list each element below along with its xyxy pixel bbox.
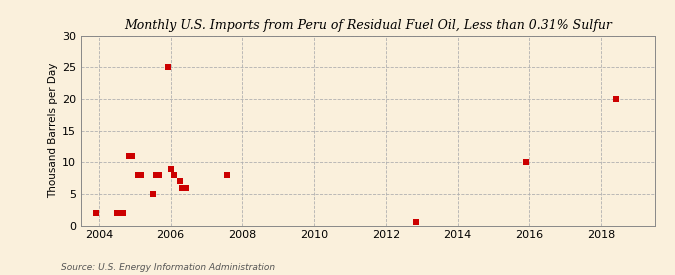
Point [147,192,158,196]
Point [90,211,101,215]
Text: Source: U.S. Energy Information Administration: Source: U.S. Energy Information Administ… [61,263,275,272]
Point [611,97,622,101]
Point [521,160,532,164]
Point [111,211,122,215]
Point [136,173,146,177]
Point [222,173,233,177]
Point [132,173,143,177]
Point [124,154,134,158]
Point [163,65,173,70]
Point [126,154,137,158]
Y-axis label: Thousand Barrels per Day: Thousand Barrels per Day [48,63,58,198]
Point [168,173,179,177]
Point [174,179,185,183]
Point [117,211,128,215]
Point [410,220,421,224]
Point [180,185,191,190]
Point [165,166,176,171]
Point [150,173,161,177]
Point [177,185,188,190]
Title: Monthly U.S. Imports from Peru of Residual Fuel Oil, Less than 0.31% Sulfur: Monthly U.S. Imports from Peru of Residu… [124,19,612,32]
Point [153,173,164,177]
